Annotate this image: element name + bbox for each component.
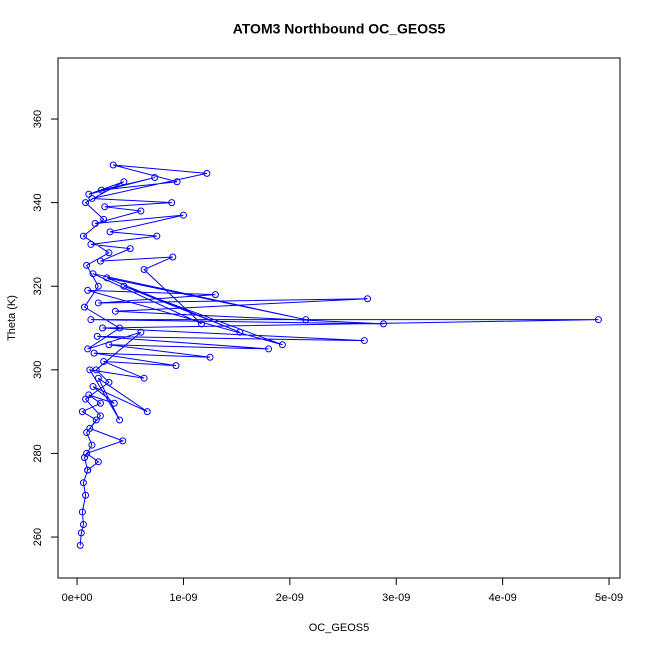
data-point <box>87 240 95 248</box>
data-point <box>265 345 273 353</box>
data-point <box>79 520 87 528</box>
data-point <box>94 299 102 307</box>
data-point <box>77 529 85 537</box>
data-point <box>82 491 90 499</box>
y-tick-label: 260 <box>32 528 44 546</box>
data-point <box>105 378 113 386</box>
data-point <box>103 274 111 282</box>
x-tick-label: 2e-09 <box>276 592 304 604</box>
data-point <box>179 211 187 219</box>
data-point <box>80 454 88 462</box>
data-point <box>94 458 102 466</box>
data-point <box>94 282 102 290</box>
data-point <box>83 261 91 269</box>
data-point <box>140 266 148 274</box>
data-point <box>172 362 180 370</box>
data-point <box>94 374 102 382</box>
data-point <box>84 345 92 353</box>
data-point <box>96 412 104 420</box>
data-point <box>88 441 96 449</box>
data-point <box>126 245 134 253</box>
data-point <box>379 320 387 328</box>
y-tick-label: 340 <box>32 193 44 211</box>
x-axis-label: OC_GEOS5 <box>309 622 370 634</box>
data-point <box>82 395 90 403</box>
y-axis-label: Theta (K) <box>6 295 18 341</box>
data-point <box>96 257 104 265</box>
data-point <box>116 416 124 424</box>
data-point <box>96 399 104 407</box>
data-point <box>211 291 219 299</box>
data-point <box>86 424 94 432</box>
data-point <box>119 437 127 445</box>
data-point <box>153 232 161 240</box>
data-point <box>173 178 181 186</box>
data-point <box>116 324 124 332</box>
data-point <box>93 332 101 340</box>
data-point <box>100 215 108 223</box>
data-point <box>92 416 100 424</box>
data-point <box>206 353 214 361</box>
data-point <box>168 199 176 207</box>
data-point <box>99 324 107 332</box>
data-point <box>80 303 88 311</box>
data-point <box>79 232 87 240</box>
data-point <box>120 178 128 186</box>
data-point <box>87 316 95 324</box>
data-point <box>92 366 100 374</box>
x-tick-label: 0e+00 <box>62 592 93 604</box>
data-point <box>594 316 602 324</box>
chart-title: ATOM3 Northbound OC_GEOS5 <box>233 21 446 37</box>
data-point <box>151 174 159 182</box>
data-point <box>84 286 92 294</box>
x-tick-label: 5e-09 <box>595 592 623 604</box>
x-tick-label: 3e-09 <box>382 592 410 604</box>
data-point <box>143 408 151 416</box>
data-point <box>84 466 92 474</box>
plot-frame <box>57 57 621 579</box>
y-tick-label: 320 <box>32 277 44 295</box>
data-point <box>169 253 177 261</box>
data-line <box>79 164 599 546</box>
data-point <box>79 479 87 487</box>
data-point <box>90 349 98 357</box>
data-point <box>109 161 117 169</box>
data-point <box>364 295 372 303</box>
data-point <box>83 449 91 457</box>
data-point <box>100 357 108 365</box>
data-point <box>105 249 113 257</box>
data-point <box>137 328 145 336</box>
data-point <box>76 541 84 549</box>
data-point <box>278 341 286 349</box>
data-point <box>120 282 128 290</box>
data-point <box>360 337 368 345</box>
y-tick-label: 280 <box>32 444 44 462</box>
data-point <box>82 199 90 207</box>
x-tick-label: 4e-09 <box>489 592 517 604</box>
data-point <box>89 383 97 391</box>
data-point <box>110 399 118 407</box>
data-point <box>106 228 114 236</box>
data-point <box>111 307 119 315</box>
data-point <box>105 341 113 349</box>
data-point <box>91 220 99 228</box>
data-point <box>203 169 211 177</box>
x-tick-label: 1e-09 <box>169 592 197 604</box>
data-point <box>78 508 86 516</box>
data-point <box>302 316 310 324</box>
data-point <box>101 203 109 211</box>
data-point <box>236 328 244 336</box>
y-tick-label: 300 <box>32 361 44 379</box>
data-point <box>78 408 86 416</box>
data-point <box>137 207 145 215</box>
y-tick-label: 360 <box>32 110 44 128</box>
data-point <box>198 320 206 328</box>
data-point <box>140 374 148 382</box>
data-point <box>85 190 93 198</box>
data-point <box>98 186 106 194</box>
data-point <box>89 270 97 278</box>
